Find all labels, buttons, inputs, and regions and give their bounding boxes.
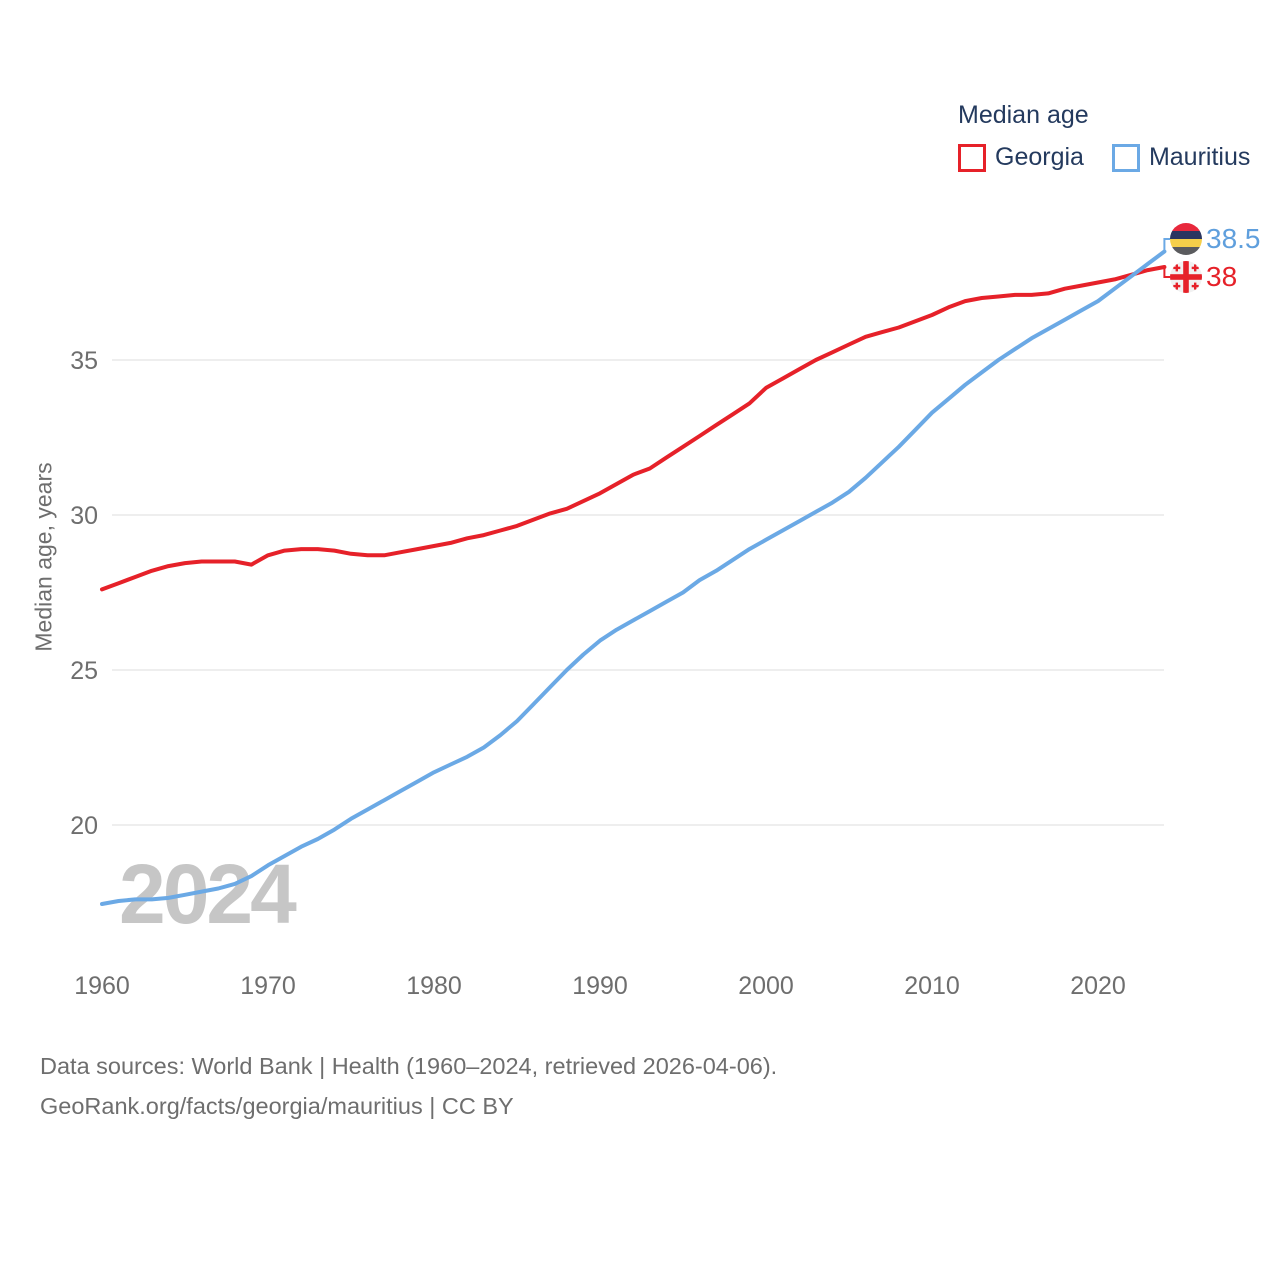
x-tick-label: 2020 [1070, 972, 1126, 1000]
x-tick-label: 1990 [572, 972, 628, 1000]
source-line: Data sources: World Bank | Health (1960–… [40, 1053, 778, 1079]
x-tick-label: 1970 [240, 972, 296, 1000]
attribution-line: GeoRank.org/facts/georgia/mauritius | CC… [40, 1093, 514, 1119]
series-line-mauritius [100, 249, 1167, 906]
y-tick-label: 25 [70, 657, 98, 685]
mauritius-flag-icon [1170, 223, 1202, 255]
legend-label-georgia: Georgia [995, 143, 1084, 171]
legend-item-georgia[interactable]: Georgia [958, 143, 1084, 172]
y-axis-title: Median age, years [30, 462, 57, 652]
georgia-flag-icon [1170, 261, 1202, 293]
georgia-swatch-icon [958, 143, 986, 172]
x-tick-label: 1980 [406, 972, 462, 1000]
x-tick-label: 2000 [738, 972, 794, 1000]
georgia-end-value: 38 [1206, 261, 1238, 292]
x-tick-label: 2010 [904, 972, 960, 1000]
y-tick-label: 20 [70, 812, 98, 840]
y-tick-label: 35 [70, 347, 98, 375]
legend-label-mauritius: Mauritius [1148, 143, 1251, 171]
legend-title: Median age [958, 101, 1089, 129]
mauritius-swatch-icon [1111, 143, 1140, 172]
x-tick-label: 1960 [74, 972, 130, 1000]
legend-items: Georgia Mauritius [958, 143, 1250, 172]
legend-item-mauritius[interactable]: Mauritius [1111, 143, 1251, 172]
y-tick-label: 30 [70, 502, 98, 530]
mauritius-end-value: 38.5 [1206, 223, 1261, 254]
legend: Median age Georgia Mauritius [958, 100, 1250, 172]
series-line-georgia [100, 265, 1167, 592]
data-source-footer: Data sources: World Bank | Health (1960–… [40, 1046, 777, 1126]
